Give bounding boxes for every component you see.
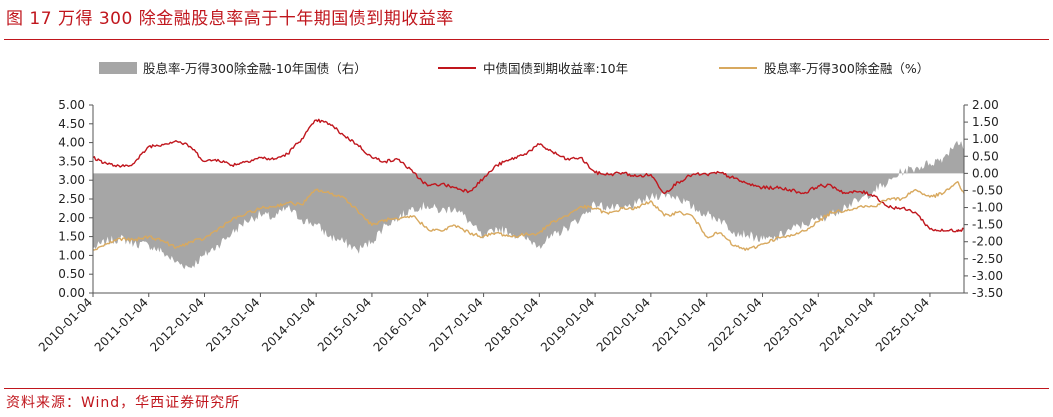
y-left-tick-label: 4.00 — [58, 136, 85, 150]
legend-swatch-spread — [99, 62, 137, 74]
plot-area — [92, 118, 965, 270]
y-left-tick-label: 3.50 — [58, 154, 85, 168]
x-tick-label: 2019-01-04 — [538, 295, 597, 354]
y-right-tick-label: 1.50 — [972, 115, 999, 129]
legend-label-bond-yield: 中债国债到期收益率:10年 — [483, 61, 628, 76]
x-tick-label: 2020-01-04 — [594, 295, 653, 354]
y-left-tick-label: 2.50 — [58, 192, 85, 206]
y-right-tick-label: -2.00 — [972, 235, 1003, 249]
legend-label-dividend-yield: 股息率-万得300除金融（%） — [764, 61, 929, 76]
x-tick-label: 2023-01-04 — [761, 295, 820, 354]
source-divider — [4, 388, 1049, 389]
y-right-tick-label: 0.00 — [972, 166, 999, 180]
x-tick-label: 2021-01-04 — [650, 295, 709, 354]
y-right-tick-label: -1.00 — [972, 201, 1003, 215]
y-left-tick-label: 0.00 — [58, 286, 85, 300]
x-tick-label: 2018-01-04 — [482, 295, 541, 354]
x-tick-label: 2015-01-04 — [315, 295, 374, 354]
y-left-tick-label: 4.50 — [58, 117, 85, 131]
x-tick-label: 2013-01-04 — [203, 295, 262, 354]
series-line-1 — [92, 118, 965, 233]
dividend-vs-bond-chart: 股息率-万得300除金融-10年国债（右） 中债国债到期收益率:10年 股息率-… — [36, 61, 1003, 354]
y-left-tick-label: 1.00 — [58, 248, 85, 262]
y-right-tick-label: -3.50 — [972, 286, 1003, 300]
y-right-tick-label: -3.00 — [972, 269, 1003, 283]
y-left-tick-label: 2.00 — [58, 211, 85, 225]
y-left-tick-label: 1.50 — [58, 230, 85, 244]
y-left-tick-label: 3.00 — [58, 173, 85, 187]
y-left-tick-label: 5.00 — [58, 98, 85, 112]
x-tick-label: 2017-01-04 — [426, 295, 485, 354]
y-left-tick-label: 0.50 — [58, 267, 85, 281]
x-tick-label: 2022-01-04 — [705, 295, 764, 354]
figure-title: 图 17 万得 300 除金融股息率高于十年期国债到期收益率 — [6, 9, 454, 29]
x-tick-label: 2014-01-04 — [259, 295, 318, 354]
y-right-tick-label: 2.00 — [972, 98, 999, 112]
legend-label-spread: 股息率-万得300除金融-10年国债（右） — [143, 61, 367, 76]
x-tick-label: 2025-01-04 — [873, 295, 932, 354]
chart-legend: 股息率-万得300除金融-10年国债（右） 中债国债到期收益率:10年 股息率-… — [99, 61, 929, 76]
series-line-2 — [92, 181, 965, 251]
y-right-tick-label: -2.50 — [972, 252, 1003, 266]
y-right-tick-label: -0.50 — [972, 183, 1003, 197]
x-tick-label: 2024-01-04 — [817, 295, 876, 354]
x-tick-label: 2012-01-04 — [147, 295, 206, 354]
x-tick-label: 2016-01-04 — [371, 295, 430, 354]
series-area-0 — [93, 140, 964, 270]
title-divider — [4, 39, 1049, 40]
y-right-tick-label: 0.50 — [972, 149, 999, 163]
y-right-tick-label: 1.00 — [972, 132, 999, 146]
x-tick-label: 2010-01-04 — [36, 295, 95, 354]
y-right-tick-label: -1.50 — [972, 218, 1003, 232]
x-tick-label: 2011-01-04 — [92, 295, 151, 354]
source-note: 资料来源：Wind，华西证券研究所 — [6, 395, 241, 411]
